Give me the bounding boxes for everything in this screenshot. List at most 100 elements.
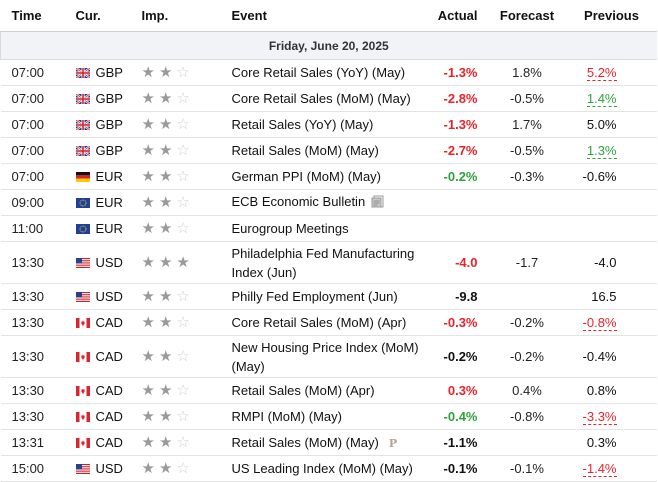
- star-filled-icon: ★: [141, 168, 155, 185]
- header-actual[interactable]: Actual: [421, 0, 488, 32]
- star-filled-icon: ★: [141, 220, 155, 237]
- actual-text: -1.3%: [443, 117, 478, 132]
- event-cell[interactable]: Eurogroup Meetings: [223, 215, 422, 242]
- star-filled-icon: ★: [158, 90, 173, 107]
- event-time: 07:00: [0, 59, 68, 86]
- star-empty-icon: ☆: [176, 382, 190, 399]
- event-name[interactable]: German PPI (MoM) (May): [231, 169, 382, 184]
- event-name[interactable]: Retail Sales (MoM) (May): [231, 143, 379, 158]
- event-name[interactable]: Core Retail Sales (YoY) (May): [231, 65, 406, 80]
- actual-text: -4.0: [455, 255, 478, 270]
- previous-text[interactable]: 1.4%: [586, 91, 617, 107]
- event-name[interactable]: Eurogroup Meetings: [231, 221, 349, 236]
- importance-stars: ★ ★ ★: [133, 241, 224, 284]
- event-row[interactable]: 13:30 USD ★ ★ ★ Philadelphia Fed Manufacturin…: [0, 241, 657, 284]
- event-name[interactable]: Philadelphia Fed Manufacturing Index (Ju…: [231, 245, 415, 280]
- event-name[interactable]: Core Retail Sales (MoM) (Apr): [231, 315, 407, 330]
- event-name[interactable]: RMPI (MoM) (May): [231, 409, 343, 424]
- header-forecast[interactable]: Forecast: [487, 0, 567, 32]
- event-cell[interactable]: Core Retail Sales (MoM) (May): [223, 85, 422, 112]
- event-cell[interactable]: Retail Sales (MoM) (May) P: [223, 429, 422, 456]
- event-currency-cell: EUR: [67, 189, 134, 216]
- event-cell[interactable]: RMPI (MoM) (May): [223, 403, 422, 430]
- event-cell[interactable]: Retail Sales (MoM) (Apr): [223, 377, 422, 404]
- event-cell[interactable]: Retail Sales (YoY) (May): [223, 111, 422, 138]
- event-row[interactable]: 13:30 CAD ★ ★ ☆ RMPI (MoM) (May) -0.4% -0.8% -3.…: [0, 403, 657, 430]
- us-flag-icon: [75, 462, 90, 474]
- event-cell[interactable]: Philadelphia Fed Manufacturing Index (Ju…: [223, 241, 422, 284]
- germany-flag-icon: [75, 170, 90, 182]
- star-empty-icon: ☆: [176, 168, 190, 185]
- currency-code: CAD: [95, 435, 123, 450]
- importance-stars: ★ ★ ☆: [133, 455, 224, 482]
- currency-code: CAD: [95, 383, 123, 398]
- event-time: 13:30: [0, 377, 68, 404]
- actual-value: -0.1%: [421, 455, 488, 482]
- event-row[interactable]: 07:00 GBP ★ ★ ☆ Core Retail Sales (MoM) (May)…: [0, 85, 657, 112]
- previous-value: -1.4%: [566, 455, 657, 482]
- event-row[interactable]: 13:31 CAD ★ ★ ☆ Retail Sales (MoM) (May) P -1.1…: [0, 429, 657, 456]
- forecast-value: 1.7%: [487, 111, 567, 138]
- event-row[interactable]: 11:00 EUR ★ ★ ☆ Eurogroup Meetings: [0, 215, 657, 242]
- preliminary-icon[interactable]: P: [388, 436, 398, 450]
- event-name[interactable]: Retail Sales (MoM) (Apr): [231, 383, 375, 398]
- event-row[interactable]: 13:30 CAD ★ ★ ☆ New Housing Price Index (MoM)…: [0, 335, 657, 378]
- importance-stars: ★ ★ ☆: [133, 59, 224, 86]
- event-row[interactable]: 15:00 USD ★ ★ ☆ US Leading Index (MoM) (May) -…: [0, 455, 657, 482]
- event-row[interactable]: 07:00 GBP ★ ★ ☆ Retail Sales (MoM) (May) -2.7%…: [0, 137, 657, 164]
- event-name[interactable]: Retail Sales (MoM) (May): [231, 434, 379, 450]
- event-currency-cell: CAD: [67, 377, 134, 404]
- date-row: Friday, June 20, 2025: [0, 31, 657, 60]
- actual-text: -2.8%: [443, 91, 478, 106]
- event-cell[interactable]: New Housing Price Index (MoM) (May): [223, 335, 422, 378]
- event-name[interactable]: Philly Fed Employment (Jun): [231, 289, 398, 304]
- event-time: 09:00: [0, 189, 68, 216]
- event-currency-cell: GBP: [67, 59, 134, 86]
- event-cell[interactable]: Core Retail Sales (YoY) (May): [223, 59, 422, 86]
- event-row[interactable]: 13:30 CAD ★ ★ ☆ Retail Sales (MoM) (Apr) 0.3% 0…: [0, 377, 657, 404]
- previous-text[interactable]: -3.3%: [582, 409, 617, 425]
- event-row[interactable]: 13:30 USD ★ ★ ☆ Philly Fed Employment (Jun) -9…: [0, 283, 657, 310]
- currency-code: GBP: [95, 65, 123, 80]
- event-row[interactable]: 13:30 CAD ★ ★ ☆ Core Retail Sales (MoM) (Apr)…: [0, 309, 657, 336]
- star-filled-icon: ★: [158, 382, 173, 399]
- event-cell[interactable]: Philly Fed Employment (Jun): [223, 283, 422, 310]
- previous-text[interactable]: 5.2%: [586, 65, 617, 81]
- star-empty-icon: ☆: [176, 314, 190, 331]
- event-row[interactable]: 07:00 GBP ★ ★ ☆ Core Retail Sales (YoY) (May)…: [0, 59, 657, 86]
- event-cell[interactable]: Core Retail Sales (MoM) (Apr): [223, 309, 422, 336]
- event-name[interactable]: New Housing Price Index (MoM) (May): [231, 339, 419, 374]
- forecast-value: [487, 215, 567, 242]
- header-previous[interactable]: Previous: [566, 0, 657, 32]
- event-cell[interactable]: ECB Economic Bulletin: [223, 189, 422, 216]
- event-name[interactable]: Retail Sales (YoY) (May): [231, 117, 374, 132]
- event-cell[interactable]: German PPI (MoM) (May): [223, 163, 422, 190]
- header-event[interactable]: Event: [223, 0, 422, 32]
- actual-text: -0.4%: [443, 409, 478, 424]
- previous-text[interactable]: -0.8%: [582, 315, 617, 331]
- event-time: 07:00: [0, 137, 68, 164]
- header-currency[interactable]: Cur.: [67, 0, 134, 32]
- previous-text[interactable]: 1.3%: [586, 143, 617, 159]
- event-name[interactable]: Core Retail Sales (MoM) (May): [231, 91, 411, 106]
- previous-text[interactable]: -1.4%: [582, 461, 617, 477]
- event-cell[interactable]: US Leading Index (MoM) (May): [223, 455, 422, 482]
- event-row[interactable]: 07:00 GBP ★ ★ ☆ Retail Sales (YoY) (May) -1.3%…: [0, 111, 657, 138]
- event-cell[interactable]: Retail Sales (MoM) (May): [223, 137, 422, 164]
- event-name[interactable]: ECB Economic Bulletin: [231, 194, 366, 209]
- event-time: 13:30: [0, 309, 68, 336]
- previous-value: -3.3%: [566, 403, 657, 430]
- event-currency-cell: GBP: [67, 137, 134, 164]
- event-row[interactable]: 07:00 EUR ★ ★ ☆ German PPI (MoM) (May) -0.2% -0…: [0, 163, 657, 190]
- previous-text: 16.5: [591, 289, 617, 304]
- forecast-value: -0.3%: [487, 163, 567, 190]
- event-row[interactable]: 09:00 EUR ★ ★ ☆ ECB Economic Bulletin: [0, 189, 657, 216]
- event-time: 13:31: [0, 429, 68, 456]
- star-filled-icon: ★: [158, 314, 173, 331]
- importance-stars: ★ ★ ☆: [133, 85, 224, 112]
- header-importance[interactable]: Imp.: [133, 0, 224, 32]
- event-name[interactable]: US Leading Index (MoM) (May): [231, 461, 413, 476]
- document-icon[interactable]: [371, 194, 384, 213]
- forecast-value: -0.1%: [487, 455, 567, 482]
- header-time[interactable]: Time: [0, 0, 68, 32]
